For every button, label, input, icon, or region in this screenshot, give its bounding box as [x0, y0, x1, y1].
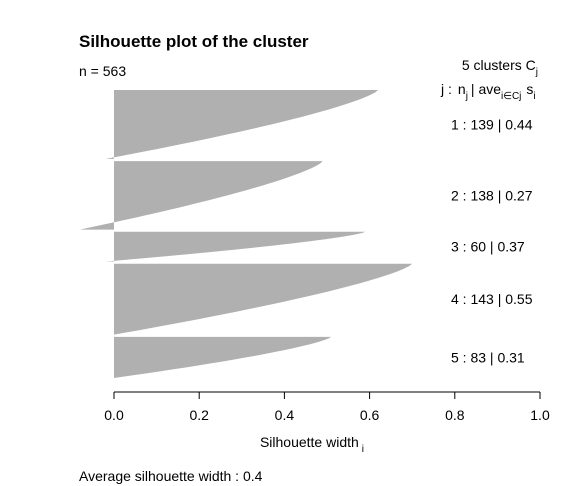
cluster-label-5: 5 : 83 | 0.31	[451, 349, 525, 365]
x-tick-label-2: 0.4	[275, 407, 295, 423]
x-axis-label: Silhouette width i	[260, 434, 364, 455]
column-header: j : nj | avei∈Cj si	[440, 81, 536, 102]
silhouette-bars	[79, 90, 413, 378]
silhouette-bar-cluster-4	[114, 263, 413, 335]
silhouette-bar-cluster-1	[105, 90, 379, 159]
chart-title: Silhouette plot of the cluster	[79, 32, 309, 51]
silhouette-bar-cluster-2	[79, 161, 323, 230]
x-tick-label-4: 0.8	[445, 407, 465, 423]
sample-size-label: n = 563	[79, 63, 126, 79]
cluster-label-1: 1 : 139 | 0.44	[451, 117, 533, 133]
cluster-label-3: 3 : 60 | 0.37	[451, 239, 525, 255]
x-tick-label-1: 0.2	[189, 407, 209, 423]
x-tick-label-5: 1.0	[530, 407, 550, 423]
x-tick-label-0: 0.0	[104, 407, 124, 423]
silhouette-bar-cluster-3	[105, 231, 366, 262]
silhouette-bar-cluster-5	[114, 336, 332, 378]
cluster-label-4: 4 : 143 | 0.55	[451, 291, 533, 307]
cluster-labels: 1 : 139 | 0.44 2 : 138 | 0.27 3 : 60 | 0.3…	[451, 117, 533, 366]
x-axis-ticks: 0.0 0.2 0.4 0.6 0.8 1.0	[104, 392, 550, 423]
average-silhouette-label: Average silhouette width : 0.4	[79, 468, 263, 484]
x-tick-label-3: 0.6	[360, 407, 380, 423]
cluster-label-2: 2 : 138 | 0.27	[451, 187, 533, 203]
cluster-count-header: 5 clusters Cj	[462, 57, 538, 78]
